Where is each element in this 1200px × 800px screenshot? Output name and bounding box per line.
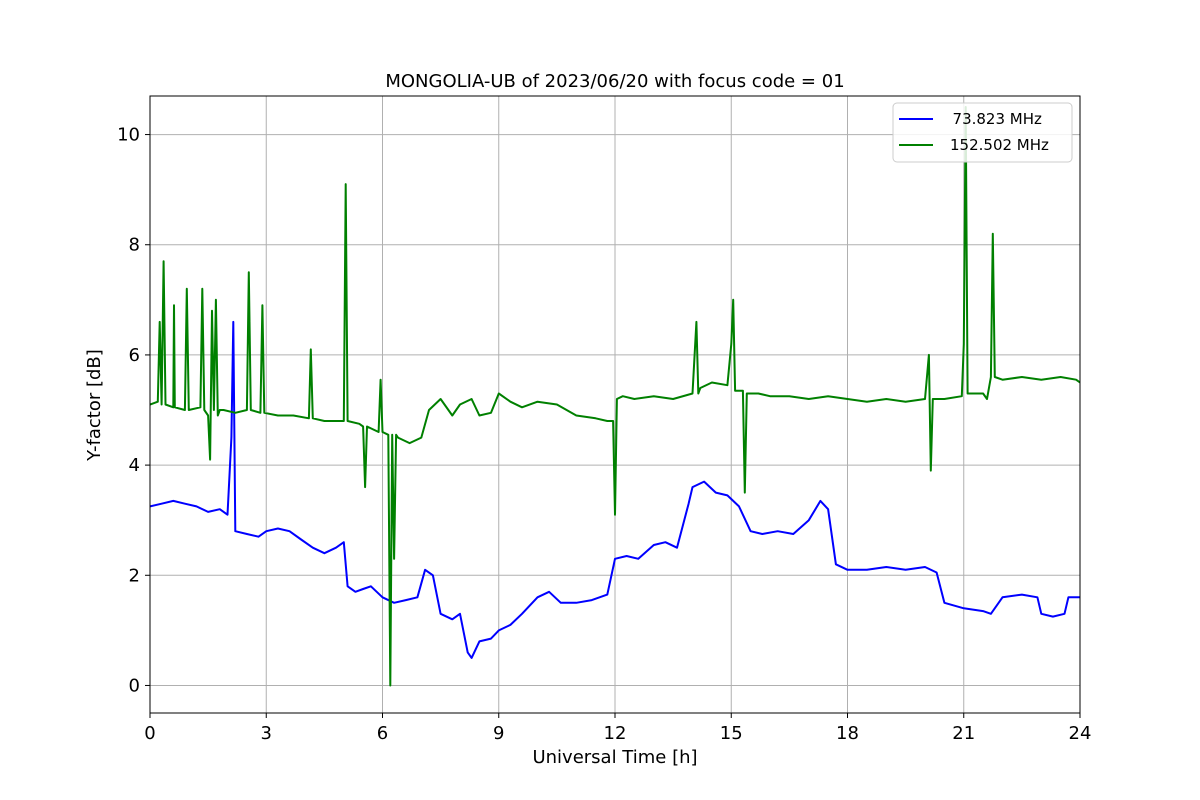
- x-tick-label: 9: [493, 723, 504, 744]
- x-tick-label: 15: [720, 723, 743, 744]
- x-tick-label: 18: [836, 723, 859, 744]
- legend-label-152mhz: 152.502 MHz: [950, 136, 1049, 154]
- series-layer: [150, 106, 1080, 687]
- legend-label-73mhz: 73.823 MHz: [943, 110, 1042, 128]
- x-tick-label: 21: [952, 723, 975, 744]
- legend-box: [892, 102, 1073, 163]
- chart-title: MONGOLIA-UB of 2023/06/20 with focus cod…: [385, 71, 844, 92]
- x-axis-label: Universal Time [h]: [532, 747, 697, 768]
- y-tick-label: 0: [129, 675, 140, 696]
- x-tick-label: 12: [604, 723, 627, 744]
- y-tick-label: 8: [129, 235, 140, 256]
- y-tick-label: 4: [129, 455, 140, 476]
- y-tick-label: 6: [129, 345, 140, 366]
- y-tick-label: 10: [117, 125, 140, 146]
- y-tick-label: 2: [129, 565, 140, 586]
- series-line-1: [150, 106, 1080, 687]
- legend: 73.823 MHz 152.502 MHz: [892, 102, 1073, 163]
- x-tick-label: 24: [1069, 723, 1092, 744]
- y-axis-label: Y-factor [dB]: [84, 349, 105, 462]
- x-tick-label: 6: [377, 723, 388, 744]
- x-tick-label: 3: [261, 723, 272, 744]
- x-tick-label: 0: [144, 723, 155, 744]
- series-line-0: [150, 320, 1080, 659]
